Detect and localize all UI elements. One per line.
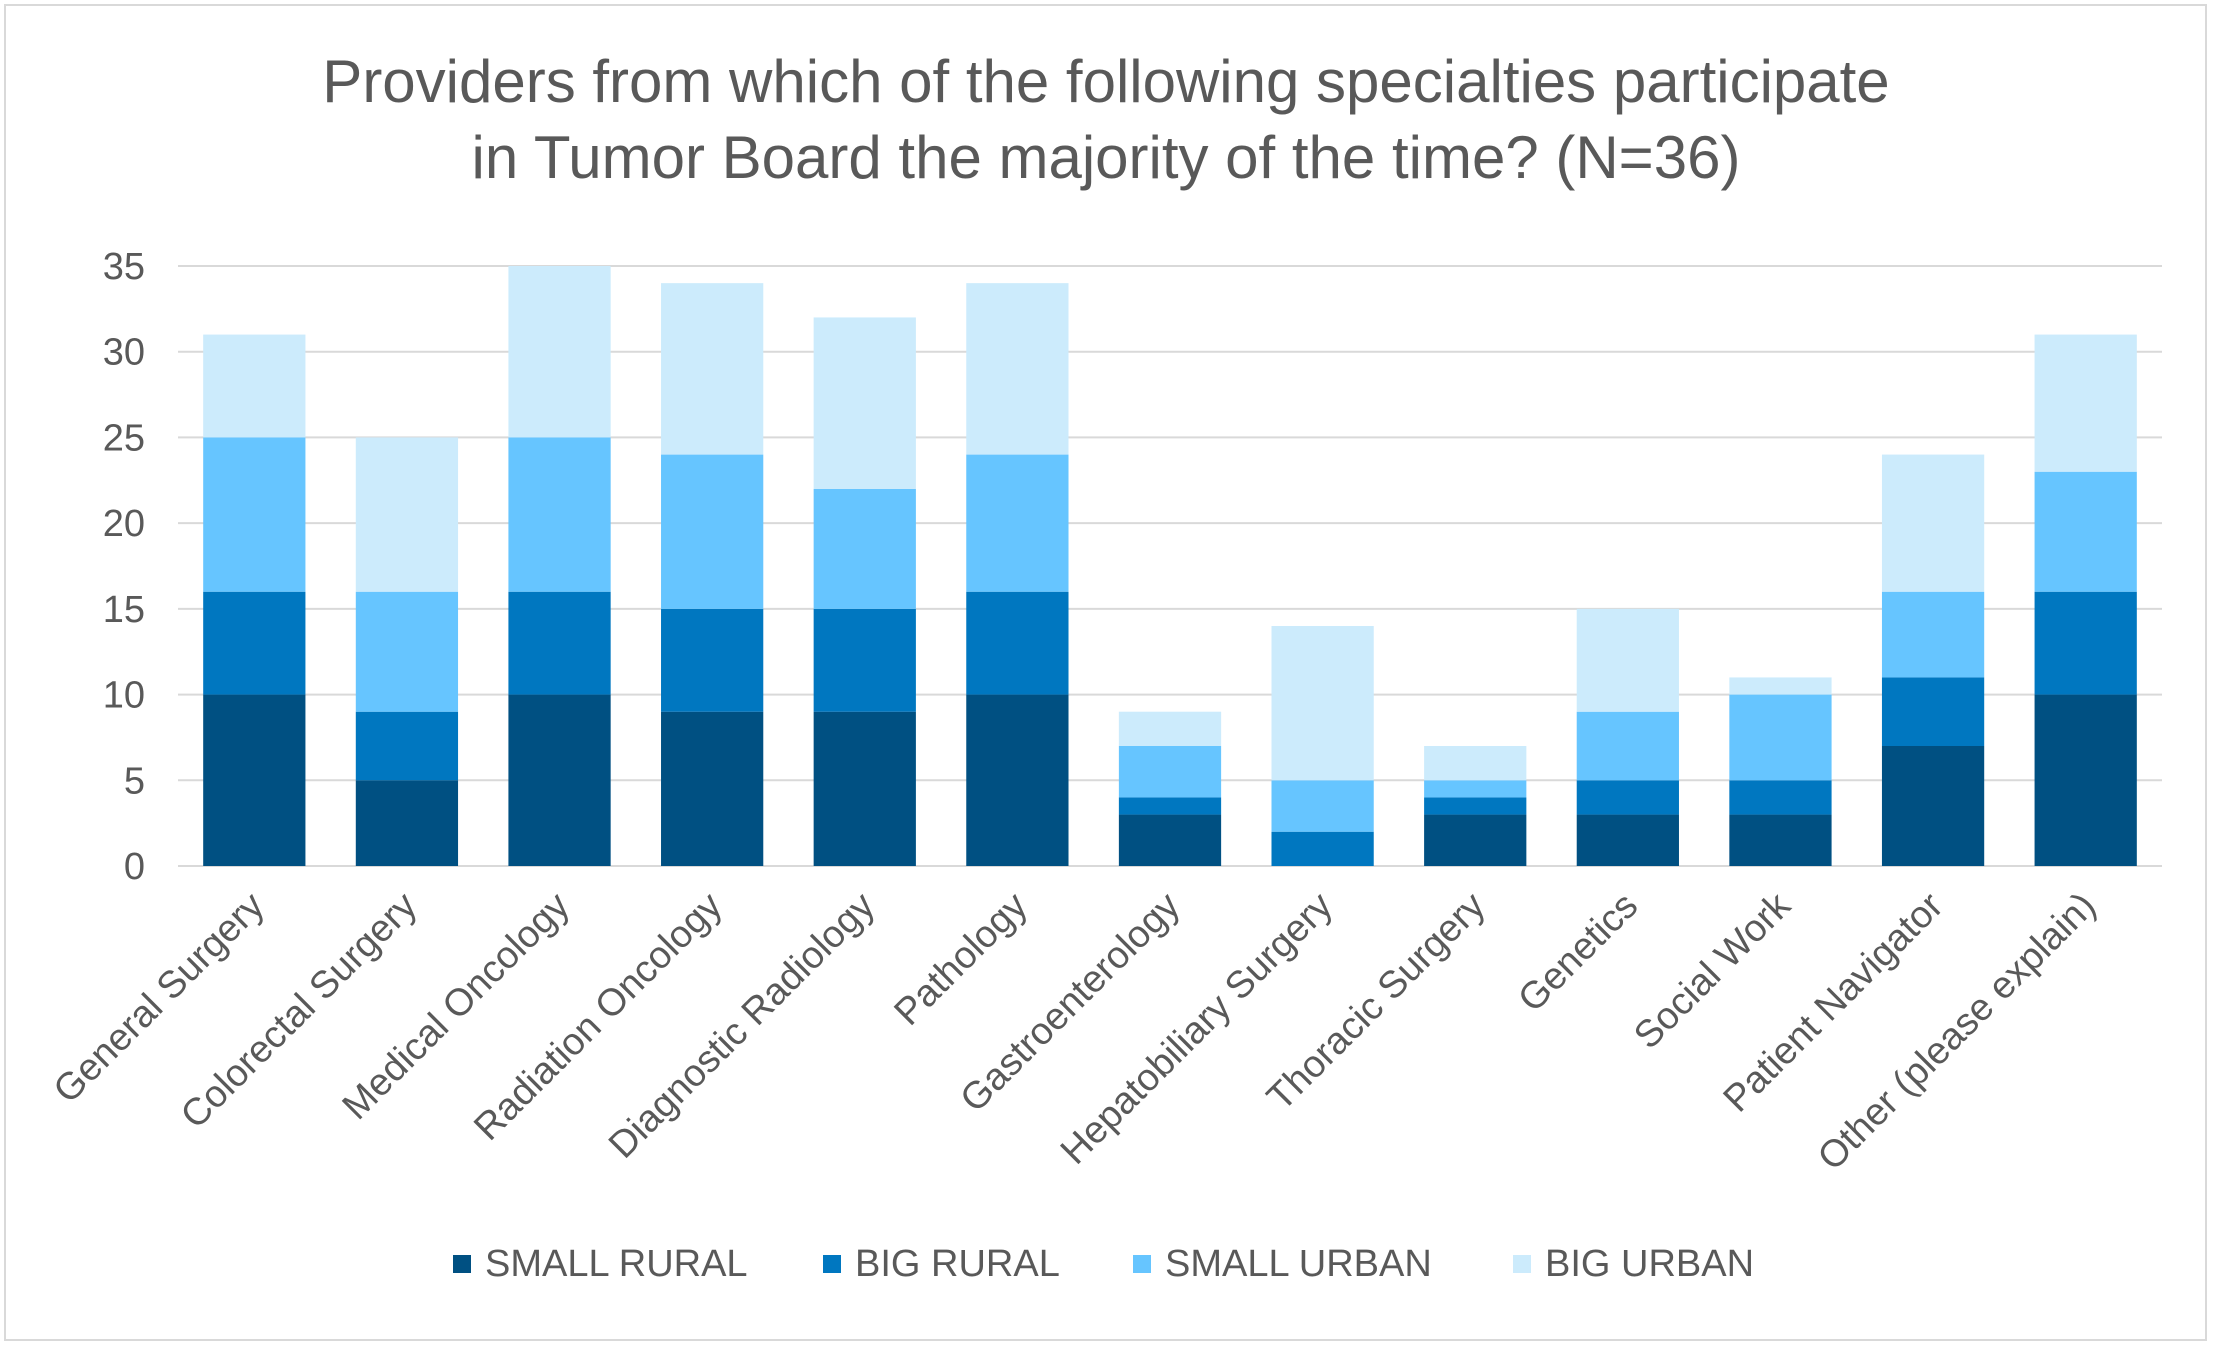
chart-title-line-1: Providers from which of the following sp… <box>322 48 1889 115</box>
bar-segment <box>203 591 306 695</box>
bar-segment <box>508 266 611 438</box>
y-axis: 0 5 10 15 20 25 30 35 <box>103 246 145 888</box>
bar-segment <box>966 591 1069 695</box>
bar-segment <box>1881 454 1985 592</box>
y-tick-label: 35 <box>103 246 145 288</box>
bar-segment <box>966 694 1069 866</box>
x-tick-label: Other (please explain) <box>1810 885 2104 1179</box>
y-tick-label: 30 <box>103 332 145 374</box>
bar-segment <box>1424 797 1527 815</box>
bar-segment <box>203 437 306 592</box>
legend-swatch <box>1513 1255 1531 1273</box>
bar-segment <box>355 780 459 866</box>
bar-segment <box>1881 746 1985 866</box>
bar-segment <box>508 591 611 695</box>
bar-segment <box>1424 780 1527 798</box>
bar-segment <box>2034 471 2137 592</box>
legend-label: SMALL URBAN <box>1165 1243 1432 1285</box>
x-tick-label: Social Work <box>1626 884 1799 1057</box>
bar-segment <box>813 608 916 712</box>
bar-segment <box>1576 780 1679 815</box>
bar-segment <box>203 334 306 438</box>
y-tick-label: 25 <box>103 417 145 459</box>
bar-segment <box>1271 780 1374 832</box>
legend-swatch <box>823 1255 841 1273</box>
chart-title-line-2: in Tumor Board the majority of the time?… <box>472 124 1741 191</box>
bar-segment <box>1118 746 1222 798</box>
bar-segment <box>2034 591 2137 695</box>
bar-segment <box>966 454 1069 592</box>
bar-segment <box>508 437 611 592</box>
bar-segment <box>1881 677 1985 746</box>
bar-segment <box>203 694 306 866</box>
x-tick-label: Pathology <box>887 885 1036 1034</box>
x-tick-label: Genetics <box>1510 885 1646 1021</box>
bar-segment <box>355 437 459 592</box>
bar-segment <box>508 694 611 866</box>
legend-swatch <box>1133 1255 1151 1273</box>
x-tick-label: Diagnostic Radiology <box>601 885 883 1167</box>
bar-segment <box>1729 780 1832 815</box>
bar-segment <box>1424 746 1527 781</box>
bar-segment <box>1118 797 1222 815</box>
y-tick-label: 0 <box>124 846 145 888</box>
bar-segment <box>966 283 1069 455</box>
bar-segment <box>661 711 764 866</box>
chart-title: Providers from which of the following sp… <box>322 48 1889 191</box>
bar-segment <box>1576 711 1679 781</box>
legend-label: BIG URBAN <box>1545 1243 1754 1285</box>
bar-segment <box>1424 814 1527 866</box>
bar-segment <box>661 283 764 455</box>
y-tick-label: 20 <box>103 503 145 545</box>
legend-label: SMALL RURAL <box>485 1243 748 1285</box>
bar-segment <box>355 591 459 712</box>
y-tick-label: 15 <box>103 589 145 631</box>
x-tick-label: Radiation Oncology <box>466 885 730 1149</box>
legend-swatch <box>453 1255 471 1273</box>
legend-label: BIG RURAL <box>855 1243 1060 1285</box>
bar-segment <box>1729 814 1832 866</box>
bar-segment <box>1576 608 1679 712</box>
bar-segment <box>813 488 916 609</box>
bar-segment <box>1271 626 1374 781</box>
bar-segment <box>813 711 916 866</box>
bar-segment <box>813 317 916 489</box>
bar-segment <box>1118 711 1222 746</box>
legend: SMALL RURAL BIG RURAL SMALL URBAN BIG URBAN <box>453 1243 1754 1285</box>
bar-segment <box>2034 694 2137 866</box>
bar-segment <box>1729 677 1832 695</box>
bar-segment <box>1271 831 1374 866</box>
bar-segment <box>1729 694 1832 781</box>
bar-segment <box>661 454 764 609</box>
bar-segment <box>2034 334 2137 472</box>
y-tick-label: 5 <box>124 760 145 802</box>
bar-segment <box>1576 814 1679 866</box>
x-tick-label: Hepatobiliary Surgery <box>1053 885 1341 1173</box>
y-tick-label: 10 <box>103 675 145 717</box>
bar-segment <box>355 711 459 781</box>
bar-segment <box>661 608 764 712</box>
bar-segment <box>1118 814 1222 866</box>
bars <box>203 266 2137 866</box>
bar-segment <box>1881 591 1985 678</box>
